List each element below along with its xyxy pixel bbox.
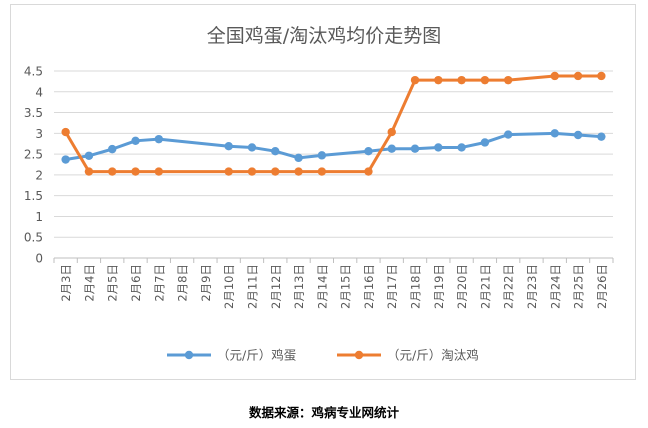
legend: （元/斤）鸡蛋 （元/斤）淘汰鸡 xyxy=(167,348,479,363)
x-axis-ticks: 2月3日 2月4日 2月5日 2月6日 2月7日 2月8日 2月9日 2月10日 2月11日 2月… xyxy=(53,258,614,309)
data-point xyxy=(294,167,303,176)
legend-label: （元/斤）淘汰鸡 xyxy=(387,348,479,363)
data-point xyxy=(434,143,443,152)
data-point xyxy=(457,143,466,152)
x-tick-label: 2月21日 xyxy=(478,264,492,309)
data-point xyxy=(550,71,559,81)
y-tick-label: 4 xyxy=(35,85,43,99)
x-tick-label: 2月7日 xyxy=(152,264,166,302)
data-point xyxy=(410,144,420,153)
data-point xyxy=(294,153,303,163)
x-tick-label: 2月11日 xyxy=(245,264,259,309)
data-point xyxy=(550,129,559,138)
data-point xyxy=(108,144,117,154)
series-line xyxy=(65,131,602,161)
chart-frame: 全国鸡蛋/淘汰鸡均价走势图 0 0.5 1 1.5 2 2.5 3 3.5 4 4.5 2月3日 2… xyxy=(10,4,636,380)
data-point xyxy=(410,75,420,85)
y-axis-ticks: 0 0.5 1 1.5 2 2.5 3 3.5 4 4.5 xyxy=(24,65,43,266)
data-point xyxy=(597,132,606,141)
y-tick-label: 0.5 xyxy=(24,231,43,245)
x-tick-label: 2月3日 xyxy=(59,264,73,302)
x-tick-label: 2月8日 xyxy=(176,264,190,302)
legend-marker xyxy=(354,350,364,360)
x-tick-label: 2月16日 xyxy=(362,264,376,309)
chart-title: 全国鸡蛋/淘汰鸡均价走势图 xyxy=(207,25,441,47)
data-point xyxy=(154,167,164,176)
data-point xyxy=(503,130,513,139)
x-tick-label: 2月14日 xyxy=(315,264,329,309)
x-tick-label: 2月17日 xyxy=(385,264,399,309)
x-tick-label: 2月13日 xyxy=(292,264,306,309)
data-point xyxy=(61,155,70,164)
data-point xyxy=(247,143,257,152)
data-point xyxy=(317,151,327,160)
chart: 全国鸡蛋/淘汰鸡均价走势图 00.511.522.533.544.5 2月3日 2… xyxy=(24,25,614,363)
x-tick-label: 2月9日 xyxy=(199,264,213,302)
legend-label: （元/斤）鸡蛋 xyxy=(217,348,296,363)
data-point xyxy=(387,144,396,153)
series-2 xyxy=(61,71,606,176)
data-point xyxy=(364,147,373,156)
y-tick-label: 1 xyxy=(35,210,43,224)
y-tick-label: 0 xyxy=(35,252,43,266)
series-1 xyxy=(61,129,606,164)
data-point xyxy=(84,151,94,160)
source-note: 数据来源：鸡病专业网统计 xyxy=(248,405,399,420)
data-point xyxy=(503,75,513,85)
data-point xyxy=(573,71,583,81)
x-tick-label: 2月26日 xyxy=(595,264,609,309)
x-tick-label: 2月24日 xyxy=(548,264,562,309)
y-tick-label: 4.5 xyxy=(24,65,43,79)
x-tick-label: 2月23日 xyxy=(525,264,539,309)
legend-item: （元/斤）淘汰鸡 xyxy=(337,348,479,363)
series-layer xyxy=(61,71,606,176)
y-tick-label: 3.5 xyxy=(24,106,43,120)
data-point xyxy=(224,142,233,151)
legend-marker xyxy=(184,350,194,360)
x-tick-label: 2月15日 xyxy=(339,264,353,309)
data-point xyxy=(597,71,606,81)
data-point xyxy=(434,75,443,85)
y-tick-label: 3 xyxy=(35,127,43,141)
data-point xyxy=(224,167,233,176)
x-tick-label: 2月19日 xyxy=(432,264,446,309)
x-tick-label: 2月5日 xyxy=(106,264,120,302)
data-point xyxy=(387,127,396,137)
x-tick-label: 2月10日 xyxy=(222,264,236,309)
y-tick-label: 2.5 xyxy=(24,148,43,162)
data-point xyxy=(480,138,490,147)
data-point xyxy=(131,167,140,176)
x-tick-label: 2月20日 xyxy=(455,264,469,309)
y-tick-label: 1.5 xyxy=(24,189,43,203)
data-point xyxy=(271,147,280,156)
data-point xyxy=(131,136,140,146)
data-point xyxy=(61,127,70,137)
gridlines xyxy=(54,70,613,259)
x-tick-label: 2月22日 xyxy=(502,264,516,309)
data-point xyxy=(154,134,164,144)
data-point xyxy=(364,167,373,176)
data-point xyxy=(271,167,280,176)
data-point xyxy=(108,167,117,176)
x-tick-label: 2月18日 xyxy=(409,264,423,309)
legend-item: （元/斤）鸡蛋 xyxy=(167,348,296,363)
x-tick-label: 2月6日 xyxy=(129,264,143,302)
data-point xyxy=(247,167,257,176)
data-point xyxy=(84,167,94,176)
x-tick-label: 2月25日 xyxy=(572,264,586,309)
y-tick-label: 2 xyxy=(35,168,43,182)
x-tick-label: 2月12日 xyxy=(269,264,283,309)
data-point xyxy=(573,130,583,140)
series-line xyxy=(64,74,602,174)
x-tick-label: 2月4日 xyxy=(82,264,96,302)
data-point xyxy=(317,167,327,176)
data-point xyxy=(457,75,466,85)
data-point xyxy=(480,75,490,85)
